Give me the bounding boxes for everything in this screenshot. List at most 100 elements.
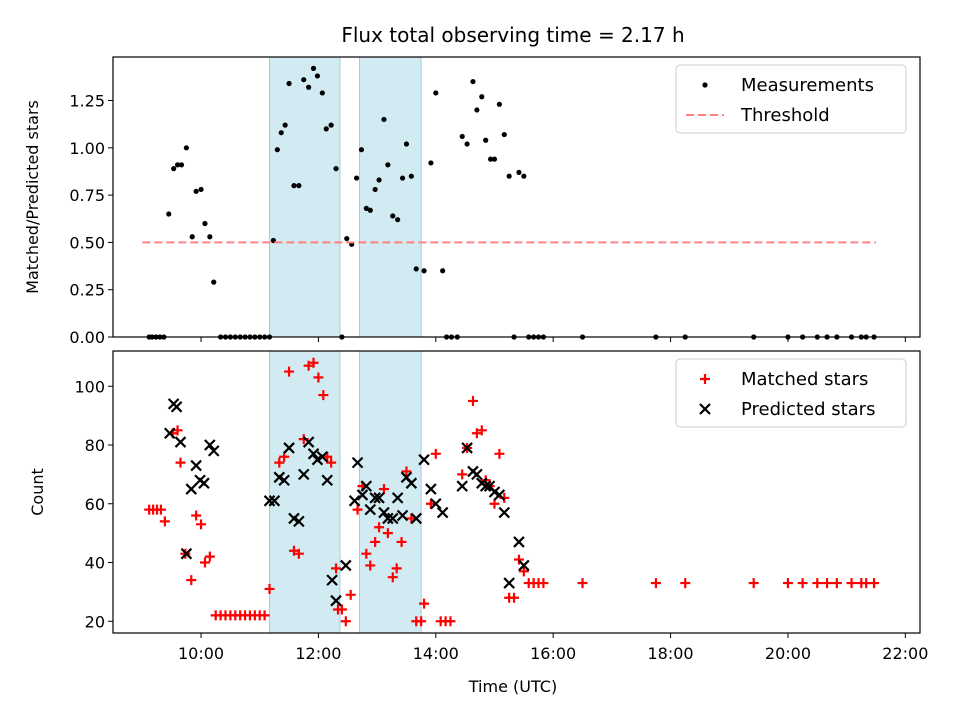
measurements-point <box>282 122 288 128</box>
matched-stars-point <box>345 589 356 600</box>
matched-stars-point <box>401 466 412 477</box>
bottom-y-axis-label: Count <box>28 468 47 516</box>
matched-stars-point <box>284 366 295 377</box>
predicted-stars-point <box>418 453 430 466</box>
measurements-point <box>291 183 297 189</box>
legend-predicted-stars-swatch <box>699 403 711 415</box>
measurements-point <box>459 133 465 140</box>
legend-measurements-label: Measurements <box>741 75 874 96</box>
matched-stars-point <box>782 578 793 589</box>
bottom-legend: Matched stars Predicted stars <box>675 358 907 428</box>
bottom-panel-axes: 20 40 60 80 100 10:00 12:00 14:00 16:00 18:00 20:0… <box>74 350 928 663</box>
matched-stars-point <box>822 578 833 589</box>
measurements-point <box>516 169 522 176</box>
x-tick-label: 16:00 <box>530 644 576 663</box>
measurements-point <box>479 94 485 100</box>
matched-stars-point <box>186 575 197 586</box>
y-tick-label: 0.25 <box>69 281 105 300</box>
matched-stars-point <box>577 578 588 589</box>
bottom-panel-shaded-regions <box>269 350 422 634</box>
matched-stars-point <box>322 451 333 462</box>
measurements-point <box>506 173 512 179</box>
top-legend: Measurements Threshold <box>675 64 907 134</box>
measurements-point <box>408 173 414 179</box>
shaded-region-1 <box>269 56 341 338</box>
matched-stars-point <box>382 528 393 539</box>
measurements-point <box>301 77 307 83</box>
measurements-point <box>314 73 321 79</box>
measurements-point <box>278 130 284 136</box>
predicted-stars-point <box>204 439 216 451</box>
y-tick-label: 0.50 <box>69 233 105 252</box>
y-tick-label: 80 <box>85 436 105 455</box>
matched-stars-point <box>650 578 661 589</box>
predicted-stars-point <box>391 492 404 504</box>
predicted-stars-point <box>348 495 361 507</box>
measurements-point <box>464 141 470 147</box>
predicted-stars-point <box>430 497 442 510</box>
x-tick-label: 12:00 <box>295 644 341 663</box>
measurements-point <box>202 220 208 227</box>
matched-stars-point <box>396 536 407 547</box>
predicted-stars-point <box>170 401 183 413</box>
predicted-stars-point <box>278 474 290 487</box>
matched-stars-point <box>259 610 270 621</box>
measurements-point <box>193 188 199 194</box>
matched-stars-point <box>293 548 304 559</box>
predicted-stars-point <box>293 515 305 528</box>
matched-stars-point <box>680 578 691 589</box>
measurements-point <box>501 131 507 138</box>
predicted-stars-point <box>360 480 373 492</box>
measurements-point <box>166 211 172 217</box>
x-tick-label: 18:00 <box>648 644 694 663</box>
y-tick-label: 100 <box>74 377 105 396</box>
matched-stars-point <box>416 616 427 627</box>
y-tick-label: 0.75 <box>69 186 105 205</box>
measurements-point <box>174 162 181 168</box>
predicted-stars-point <box>479 480 492 492</box>
predicted-stars-point <box>351 456 364 469</box>
predicted-stars-point <box>386 512 399 525</box>
x-tick-label: 14:00 <box>413 644 459 663</box>
measurements-point <box>390 213 396 219</box>
matched-stars-point <box>279 451 290 462</box>
matched-stars-point <box>313 372 324 383</box>
predicted-stars-point <box>316 450 329 463</box>
matched-stars-point <box>387 572 398 583</box>
measurements-point <box>428 160 434 166</box>
y-tick-label: 1.00 <box>69 139 105 158</box>
shaded-region-2 <box>359 56 422 338</box>
matched-stars-point <box>748 578 759 589</box>
matched-stars-point <box>374 522 385 533</box>
measurements-point <box>403 141 410 147</box>
predicted-stars-point <box>297 468 310 481</box>
matched-stars-point <box>155 504 166 515</box>
measurements-point <box>211 279 217 285</box>
predicted-stars-point <box>326 574 338 586</box>
measurements-point <box>433 90 439 96</box>
predicted-stars-point <box>163 427 176 440</box>
legend-box <box>675 64 907 134</box>
measurements-point <box>319 90 325 96</box>
measurements-point <box>470 78 476 85</box>
measurements-point <box>328 122 334 128</box>
top-chart-title: Flux total observing time = 2.17 h <box>341 23 684 47</box>
predicted-stars-point <box>503 577 515 589</box>
x-tick-label: 22:00 <box>882 644 928 663</box>
predicted-stars-point <box>207 445 220 457</box>
matched-stars-point <box>406 513 417 524</box>
measurements-point <box>306 84 312 90</box>
predicted-stars-point <box>373 492 385 504</box>
matched-stars-point <box>378 484 389 495</box>
legend-box <box>675 358 907 428</box>
matched-stars-point <box>340 616 351 627</box>
matched-stars-point <box>831 578 842 589</box>
matched-stars-point <box>370 536 381 547</box>
matched-stars-point <box>175 457 186 468</box>
measurements-point <box>353 175 360 181</box>
measurements-point <box>483 137 489 143</box>
legend-matched-stars-label: Matched stars <box>741 369 868 390</box>
bottom-panel: 20 40 60 80 100 10:00 12:00 14:00 16:00 18:00 20:0… <box>28 350 928 696</box>
matched-stars-point <box>336 604 347 615</box>
predicted-stars-point <box>180 547 193 560</box>
